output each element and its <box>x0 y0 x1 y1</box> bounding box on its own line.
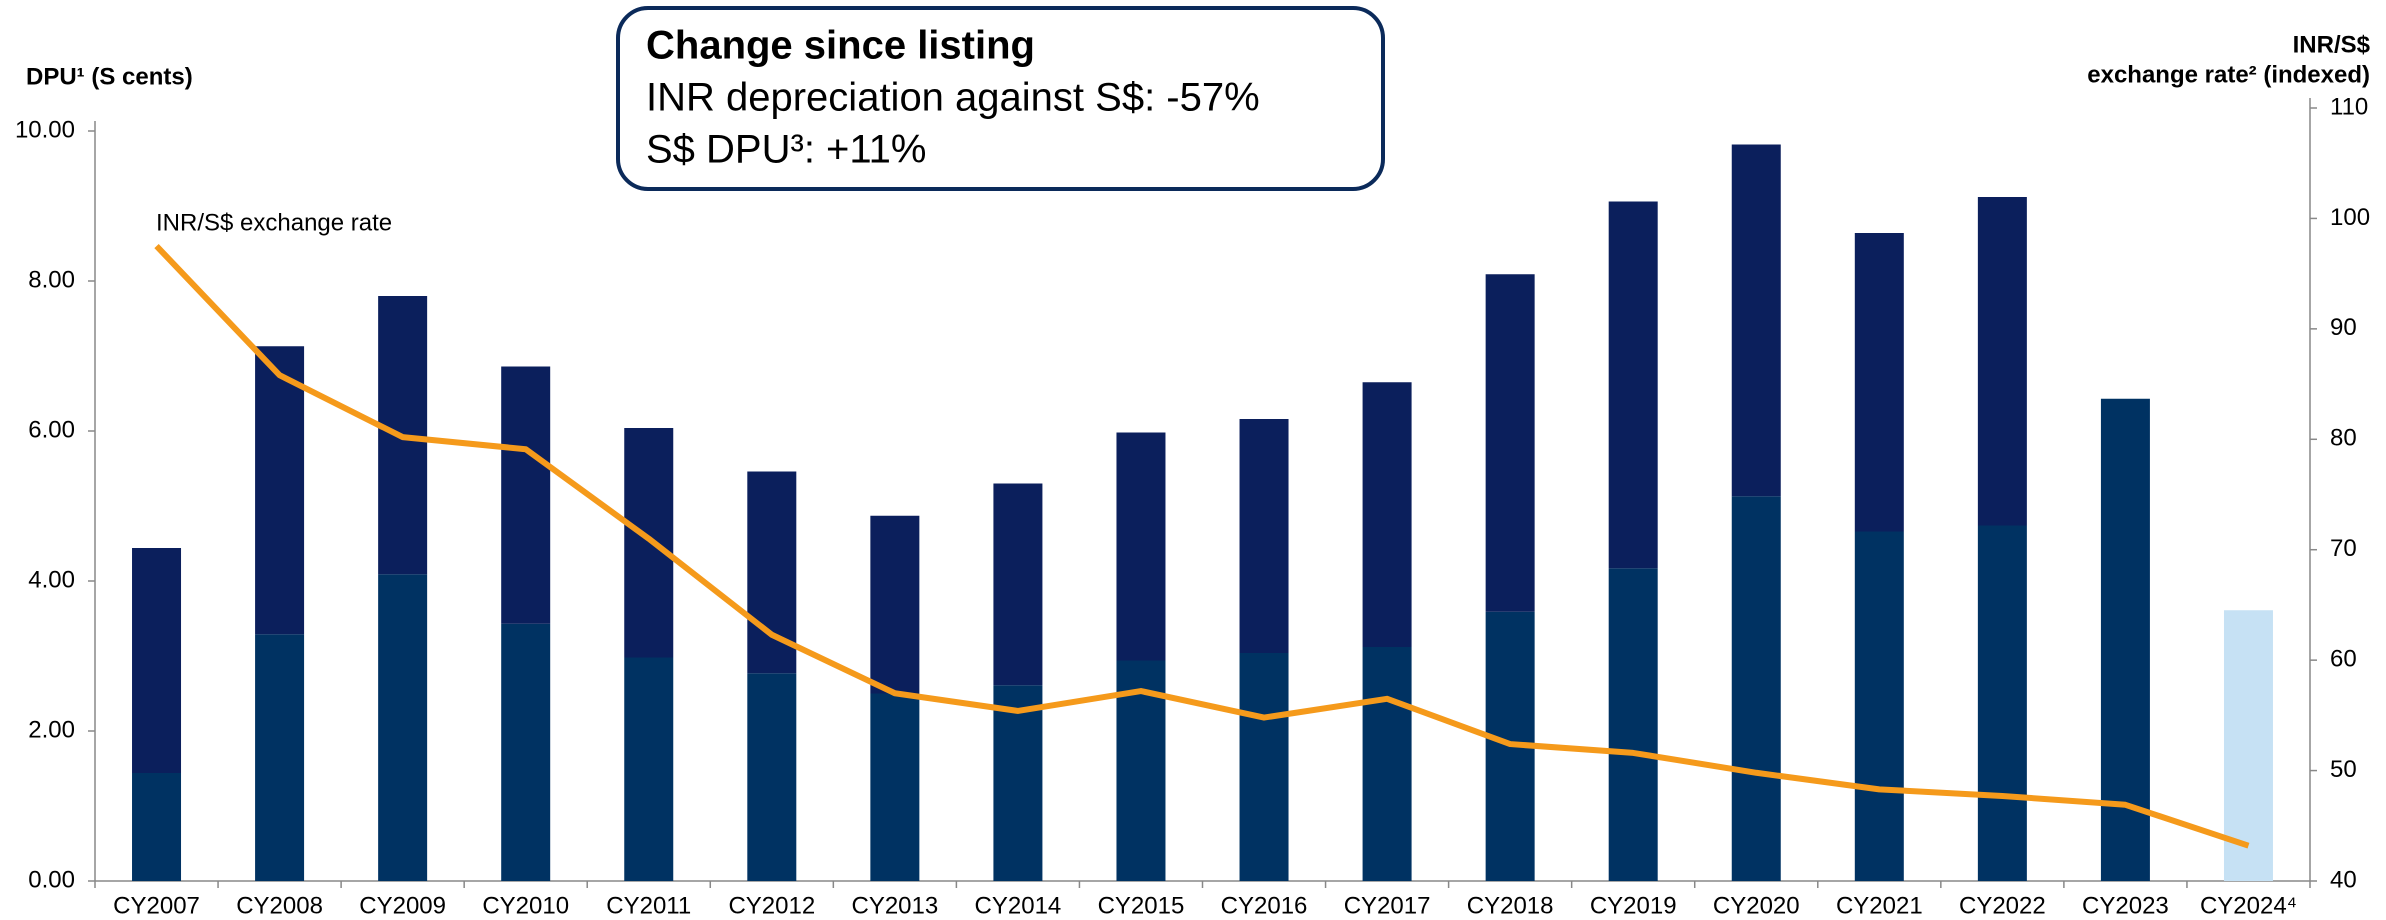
y-tick-label: 4.00 <box>28 566 75 593</box>
bar <box>624 428 674 658</box>
bar <box>132 548 182 773</box>
bar <box>1239 419 1289 653</box>
bar <box>378 574 428 881</box>
x-tick-label: CY2008 <box>236 892 323 919</box>
x-tick-label: CY2024⁴ <box>2200 892 2297 919</box>
x-tick-label: CY2007 <box>113 892 200 919</box>
bar <box>1485 274 1535 612</box>
bar <box>993 483 1043 686</box>
y-axis-label: DPU¹ (S cents) <box>26 63 193 90</box>
x-tick-label: CY2009 <box>359 892 446 919</box>
bar <box>1116 432 1166 661</box>
y2-tick-label: 90 <box>2330 314 2357 341</box>
bar <box>255 634 305 881</box>
x-tick-label: CY2021 <box>1836 892 1923 919</box>
bar <box>501 366 551 624</box>
line-annotation: INR/S$ exchange rate <box>156 209 392 236</box>
y2-axis-label: exchange rate² (indexed) <box>2087 61 2370 88</box>
x-tick-label: CY2014 <box>975 892 1062 919</box>
bar <box>1731 496 1781 881</box>
bar <box>132 773 182 881</box>
bar <box>870 693 920 881</box>
callout-title: Change since listing <box>646 24 1035 68</box>
bar <box>624 657 674 881</box>
x-tick-label: CY2013 <box>851 892 938 919</box>
bar <box>1239 653 1289 881</box>
y-tick-label: 10.00 <box>15 116 75 143</box>
y-tick-label: 8.00 <box>28 266 75 293</box>
bar <box>993 685 1043 881</box>
x-tick-label: CY2023 <box>2082 892 2169 919</box>
x-tick-label: CY2018 <box>1467 892 1554 919</box>
bar <box>1854 531 1904 881</box>
bar <box>255 346 305 635</box>
x-tick-label: CY2015 <box>1098 892 1185 919</box>
bar <box>1977 525 2027 881</box>
y2-tick-label: 80 <box>2330 425 2357 452</box>
y-tick-label: 0.00 <box>28 866 75 893</box>
x-tick-label: CY2020 <box>1713 892 1800 919</box>
y2-tick-label: 70 <box>2330 535 2357 562</box>
line <box>154 243 2250 849</box>
x-tick-label: CY2010 <box>482 892 569 919</box>
bar <box>1731 144 1781 497</box>
x-tick-label: CY2022 <box>1959 892 2046 919</box>
bar <box>870 515 920 694</box>
y2-tick-label: 60 <box>2330 645 2357 672</box>
x-tick-label: CY2011 <box>606 892 691 919</box>
x-tick-label: CY2012 <box>728 892 815 919</box>
x-tick-label: CY2019 <box>1590 892 1677 919</box>
y2-axis-label: INR/S$ <box>2293 31 2371 58</box>
bar <box>1362 647 1412 881</box>
y-tick-label: 6.00 <box>28 416 75 443</box>
bar <box>2223 610 2273 881</box>
bar <box>1977 197 2027 526</box>
x-tick-label: CY2017 <box>1344 892 1431 919</box>
callout-line: INR depreciation against S$: -57% <box>646 76 1260 120</box>
y2-tick-label: 40 <box>2330 866 2357 893</box>
y2-tick-label: 110 <box>2330 93 2368 120</box>
bar <box>1608 201 1658 569</box>
bar <box>1608 568 1658 881</box>
x-tick-label: CY2016 <box>1221 892 1308 919</box>
bar <box>1854 233 1904 532</box>
y-tick-label: 2.00 <box>28 716 75 743</box>
y2-tick-label: 100 <box>2330 204 2370 231</box>
bar <box>1362 382 1412 647</box>
callout-line: S$ DPU³: +11% <box>646 128 927 172</box>
bar <box>501 623 551 881</box>
callout-box <box>616 6 1385 191</box>
bar <box>747 673 797 881</box>
y2-tick-label: 50 <box>2330 756 2357 783</box>
